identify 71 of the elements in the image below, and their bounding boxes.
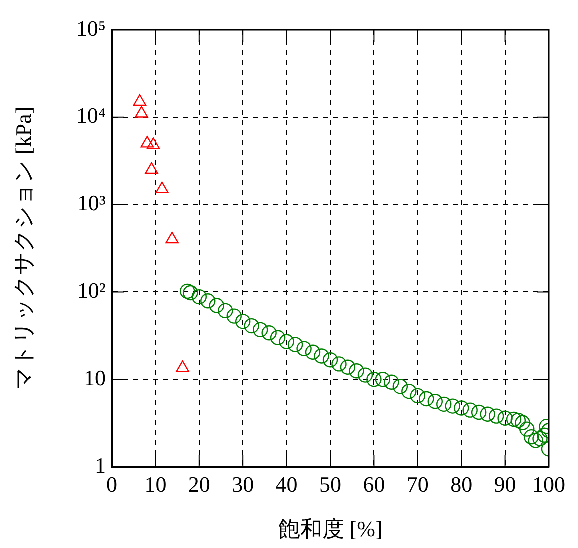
point (135, 106, 148, 118)
x-tick-label: 30 (232, 472, 254, 497)
x-tick-label: 80 (450, 472, 473, 497)
point (436, 396, 452, 412)
point (510, 412, 526, 428)
x-tick-label: 40 (276, 472, 298, 497)
point (498, 410, 513, 426)
point (480, 406, 496, 422)
point (454, 400, 470, 416)
x-tick-label: 100 (532, 472, 566, 497)
point (145, 162, 158, 174)
point (375, 372, 391, 388)
x-tick-label: 0 (106, 472, 118, 497)
point (524, 429, 540, 445)
point (515, 415, 530, 430)
point (488, 408, 504, 424)
point (332, 356, 347, 372)
point (180, 284, 196, 300)
point (384, 374, 400, 390)
y-axis-title: マトリックサクション [kPa] (10, 106, 36, 390)
point (349, 364, 364, 379)
point (520, 422, 535, 437)
point (279, 334, 294, 350)
point (226, 308, 242, 324)
point (166, 232, 179, 244)
x-tick-label: 50 (320, 472, 342, 497)
point (314, 348, 330, 364)
point (340, 360, 356, 375)
point (270, 330, 286, 346)
x-tick-label: 60 (363, 472, 386, 497)
point (262, 326, 277, 341)
y-tick-label: 10³ (77, 190, 106, 216)
point (366, 372, 382, 388)
y-tick-label: 10² (77, 278, 106, 303)
point (244, 318, 260, 334)
x-tick-label: 70 (406, 472, 429, 497)
point (133, 94, 147, 106)
point (402, 384, 417, 400)
point (358, 368, 374, 383)
y-tick-label: 10⁵ (76, 16, 106, 41)
point (419, 391, 434, 407)
point (296, 341, 312, 356)
point (140, 136, 154, 148)
point (462, 402, 478, 418)
point (410, 388, 426, 404)
point (192, 289, 207, 305)
point (288, 337, 304, 352)
point (252, 322, 268, 338)
point (506, 412, 522, 428)
point (218, 303, 234, 319)
point (183, 285, 198, 301)
y-tick-label: 10 (84, 365, 106, 390)
x-tick-label: 90 (494, 472, 516, 497)
y-tick-label: 10⁴ (76, 103, 106, 128)
x-axis-title: 飽和度 [%] (278, 516, 383, 542)
point (528, 433, 544, 448)
point (236, 314, 251, 330)
point (471, 404, 487, 420)
point (392, 379, 408, 394)
point (428, 394, 443, 410)
x-tick-label: 20 (188, 472, 210, 497)
point (322, 352, 338, 368)
point (156, 182, 169, 194)
point (209, 298, 224, 314)
point (200, 294, 216, 309)
point (146, 138, 160, 150)
point (305, 344, 321, 360)
point (532, 431, 548, 446)
x-tick-label: 10 (144, 472, 167, 497)
y-tick-label: 1 (95, 452, 106, 478)
point (445, 398, 460, 414)
